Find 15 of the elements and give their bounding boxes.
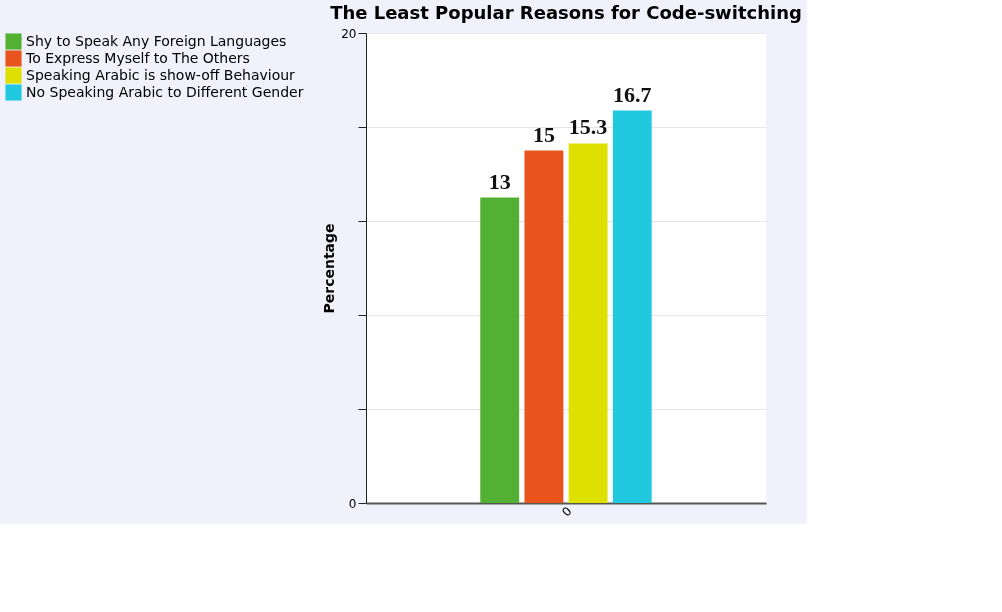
legend-label: No Speaking Arabic to Different Gender: [26, 83, 304, 100]
bar: [568, 143, 608, 503]
data-label: 15.3: [568, 114, 608, 140]
chart-title: The Least Popular Reasons for Code-switching: [330, 2, 802, 23]
data-label: 13: [488, 168, 511, 194]
data-label: 16.7: [613, 81, 652, 107]
legend-label: To Express Myself to The Others: [25, 49, 250, 66]
bar: [480, 197, 520, 503]
bar: [524, 150, 564, 503]
legend-label: Speaking Arabic is show-off Behaviour: [26, 66, 296, 83]
y-axis-title: Percentage: [321, 223, 338, 314]
data-label: 15: [532, 121, 555, 147]
y-tick-label: 20: [341, 26, 357, 41]
bar: [612, 110, 652, 503]
legend-label: Shy to Speak Any Foreign Languages: [26, 32, 287, 49]
